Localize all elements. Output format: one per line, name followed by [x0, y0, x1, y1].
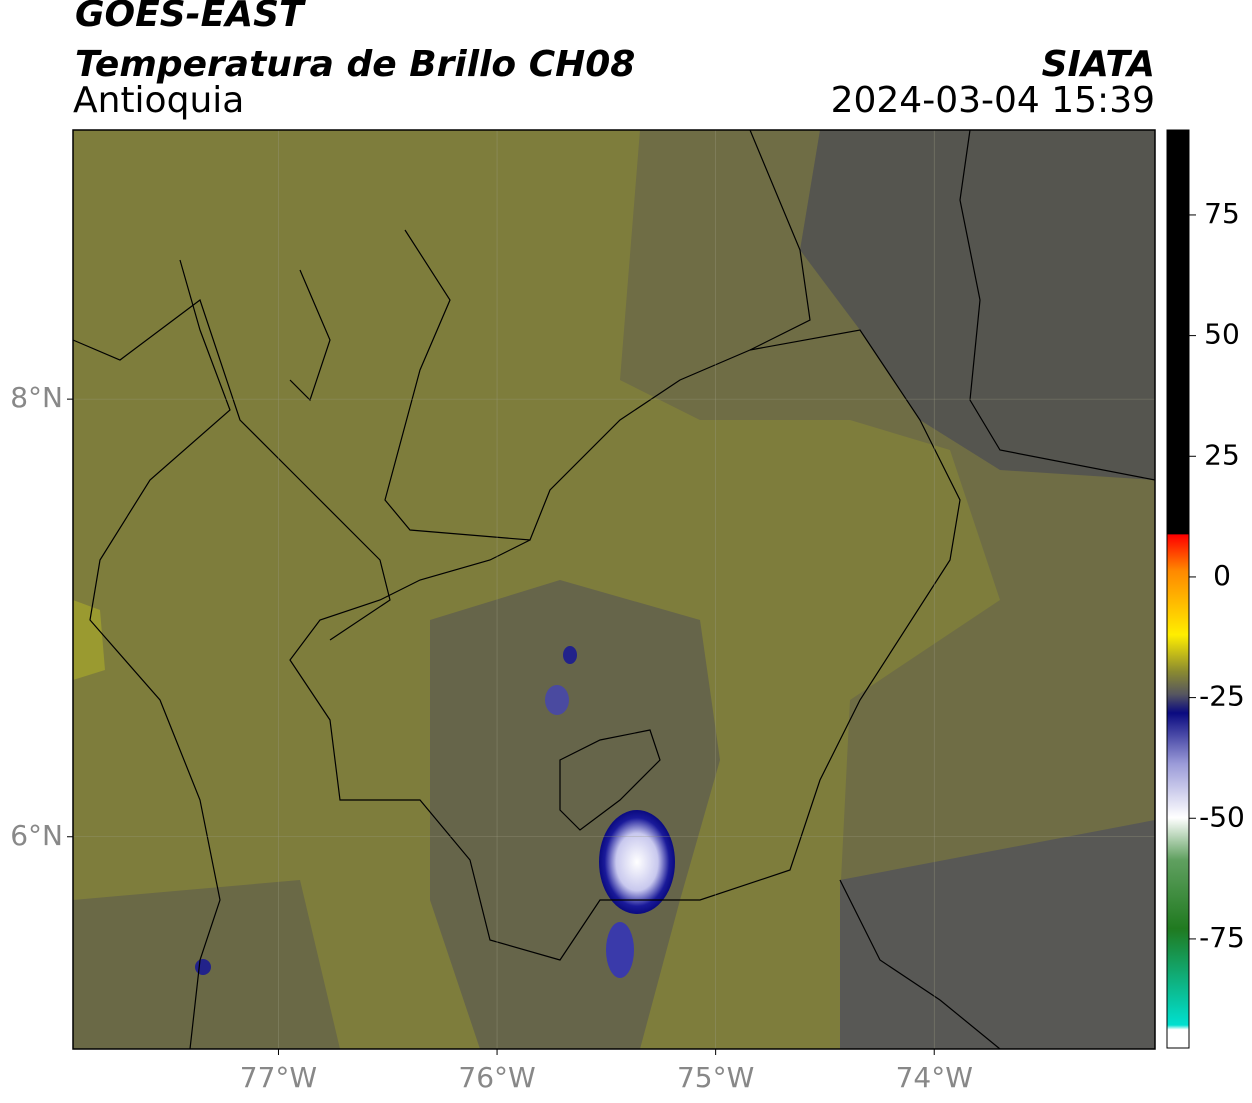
colorbar [1166, 129, 1190, 1049]
coastline [289, 269, 331, 402]
colorbar-tick-label: -75 [1199, 921, 1245, 954]
coastline [89, 259, 231, 1050]
cloud-area [430, 580, 720, 1049]
agency: SIATA [1042, 44, 1155, 85]
map [72, 129, 1156, 1050]
x-tick-label: 77°W [240, 1061, 317, 1094]
cloud-area [800, 130, 1155, 480]
y-tick-label: 8°N [10, 381, 63, 414]
colorbar-tick-label: 50 [1204, 318, 1240, 351]
storm-cell [606, 922, 634, 978]
x-tick-label: 74°W [896, 1061, 973, 1094]
boundary [72, 299, 391, 641]
x-tick-label: 75°W [677, 1061, 754, 1094]
boundary [289, 329, 961, 961]
storm-cell [545, 685, 569, 715]
colorbar-tick-label: 25 [1204, 438, 1240, 471]
region: Antioquia [73, 80, 244, 121]
boundary [959, 129, 1156, 481]
cloud-area [840, 820, 1155, 1049]
storm-cell [563, 646, 577, 664]
colorbar-tick-label: 75 [1204, 197, 1240, 230]
x-tick-label: 76°W [458, 1061, 535, 1094]
product: Temperatura de Brillo CH08 [75, 44, 635, 85]
satellite: GOES-EAST [75, 0, 306, 35]
boundary [384, 129, 811, 541]
map-frame [72, 129, 1156, 1050]
boundary [559, 729, 661, 831]
colorbar-tick-label: 0 [1213, 559, 1231, 592]
boundary [839, 879, 1001, 1050]
colorbar-tick-label: -25 [1199, 680, 1245, 713]
warm-area [73, 600, 105, 680]
colorbar-tick-label: -50 [1199, 800, 1245, 833]
y-tick-label: 6°N [10, 819, 63, 852]
storm-cell [599, 810, 675, 914]
storm-cell [195, 959, 211, 975]
datetime: 2024-03-04 15:39 [831, 80, 1155, 121]
